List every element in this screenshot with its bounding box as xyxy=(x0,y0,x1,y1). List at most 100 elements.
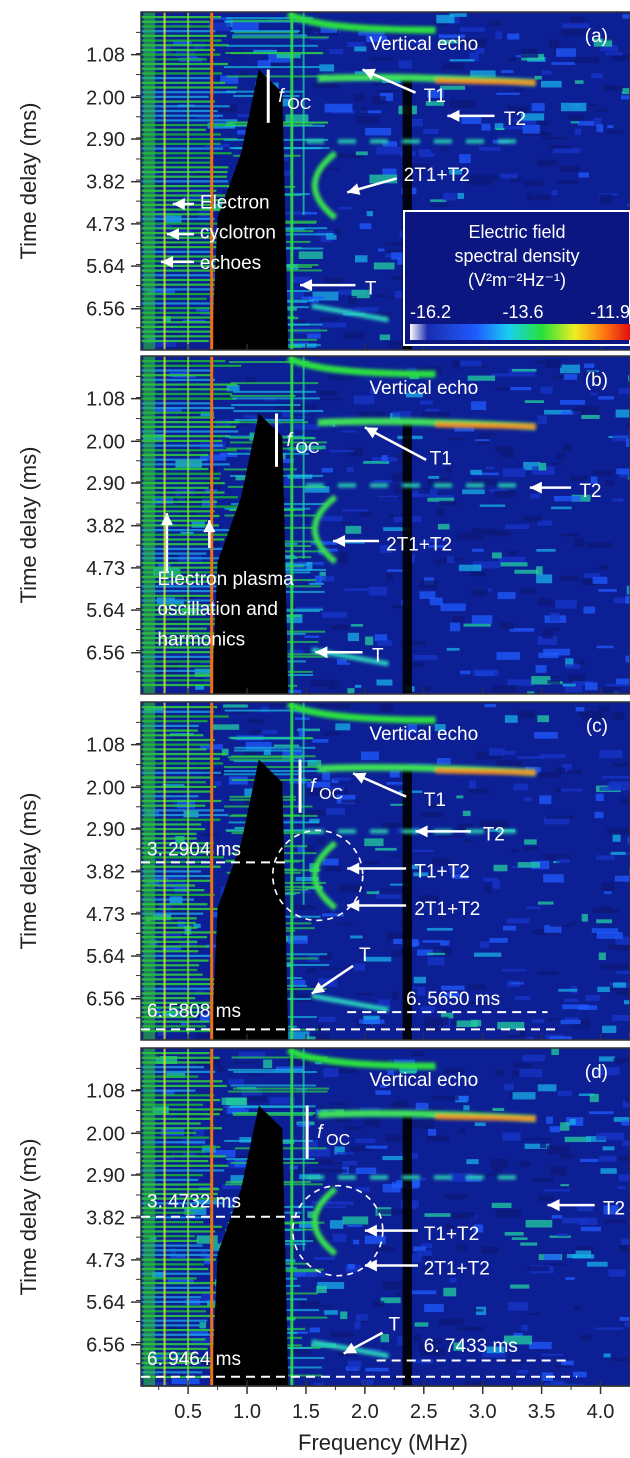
annotation-t2: T2 xyxy=(483,825,505,846)
y-axis-label: Time delay (ms) xyxy=(16,103,41,260)
y-tick-label: 2.00 xyxy=(86,777,125,799)
plot-area xyxy=(141,356,630,694)
y-tick-label: 3.82 xyxy=(86,172,125,194)
panel-label: (b) xyxy=(585,370,608,391)
arrow-t1t2 xyxy=(364,1224,418,1237)
x-tick-label: 0.5 xyxy=(174,1401,202,1423)
colorbar-title-1: Electric field xyxy=(468,222,565,242)
y-tick-label: 6.56 xyxy=(86,299,125,321)
foc-marker: f OC xyxy=(305,1105,350,1159)
arrow-2t1t2 xyxy=(364,1259,418,1272)
svg-text:f: f xyxy=(317,1122,324,1143)
annotation-2t1t2: 2T1+T2 xyxy=(404,165,470,186)
annotation-vertical-echo: Vertical echo xyxy=(369,34,478,55)
y-tick-label: 6.56 xyxy=(86,1335,125,1357)
foc-marker: f OC xyxy=(266,69,311,123)
arrow-ep1 xyxy=(160,513,173,572)
svg-text:OC: OC xyxy=(319,786,343,803)
arrow-t1t2 xyxy=(347,862,407,875)
y-tick-label: 2.90 xyxy=(86,129,125,151)
y-tick-label: 4.73 xyxy=(86,214,125,236)
arrow-t xyxy=(311,964,354,995)
y-tick-label: 4.73 xyxy=(86,1250,125,1272)
annotation-echoes: echoes xyxy=(200,253,261,274)
colorbar-label-min: -16.2 xyxy=(410,302,451,322)
x-tick-label: 1.0 xyxy=(233,1401,261,1423)
svg-text:OC: OC xyxy=(296,440,320,457)
colorbar-label-mid: -13.6 xyxy=(502,302,543,322)
echo-traces xyxy=(286,356,536,667)
y-tick-label: 2.00 xyxy=(86,87,125,109)
y-tick-label: 5.64 xyxy=(86,256,125,278)
colorbar-label-max: -11.9 xyxy=(590,302,630,322)
y-axis-label: Time delay (ms) xyxy=(16,793,41,950)
x-tick-label: 3.0 xyxy=(469,1401,497,1423)
annotation-t1: T1 xyxy=(430,448,452,469)
svg-text:f: f xyxy=(287,430,294,451)
y-tick-label: 1.08 xyxy=(86,735,125,757)
arrow-2t1t2 xyxy=(333,534,380,547)
y-axis: 1.08 2.00 2.90 3.82 4.73 5.64 6.56 Time delay (… xyxy=(16,375,141,673)
dashed-circle xyxy=(271,829,364,922)
annotation-t2: T2 xyxy=(579,481,601,502)
y-tick-label: 2.90 xyxy=(86,819,125,841)
arrow-ec3 xyxy=(161,255,195,268)
annotation-t1: T1 xyxy=(424,790,446,811)
y-tick-label: 2.00 xyxy=(86,1123,125,1145)
arrow-t xyxy=(343,1331,384,1355)
y-tick-label: 6.56 xyxy=(86,989,125,1011)
colorbar-title-2: spectral density xyxy=(454,246,579,266)
annotation-electron: Electron xyxy=(200,193,270,214)
y-axis: 1.08 2.00 2.90 3.82 4.73 5.64 6.56 Time delay (… xyxy=(16,31,141,329)
y-tick-label: 2.00 xyxy=(86,431,125,453)
y-axis-label: Time delay (ms) xyxy=(16,1139,41,1296)
annotations: (c) Vertical echo f OC T1 T2 T1+T2 2T1+T2 T 3. 29… xyxy=(141,716,608,1031)
arrow-t1 xyxy=(362,68,417,94)
annotation-cyclotron: cyclotron xyxy=(200,223,276,244)
plot-area xyxy=(141,702,630,1040)
plot-area xyxy=(141,12,630,350)
arrow-t1 xyxy=(352,772,407,798)
x-tick-label: 4.0 xyxy=(587,1401,615,1423)
vertical-lines xyxy=(143,702,305,1040)
panel-1: 1.08 2.00 2.90 3.82 4.73 5.64 6.56 Time delay (… xyxy=(16,11,630,351)
y-tick-label: 2.90 xyxy=(86,473,125,495)
plot-area xyxy=(141,1048,630,1386)
arrow-ep2 xyxy=(203,520,216,548)
panel-2: 1.08 2.00 2.90 3.82 4.73 5.64 6.56 Time delay (… xyxy=(16,355,630,695)
annotation-vertical-echo: Vertical echo xyxy=(369,1070,478,1091)
y-tick-label: 3.82 xyxy=(86,516,125,538)
y-tick-label: 2.90 xyxy=(86,1165,125,1187)
marker-label-3: 6. 7433 ms xyxy=(424,1336,518,1357)
arrow-t1 xyxy=(364,426,427,461)
x-tick-label: 2.0 xyxy=(351,1401,379,1423)
x-tick-label: 3.5 xyxy=(528,1401,556,1423)
y-tick-label: 1.08 xyxy=(86,1081,125,1103)
annotation-t: T xyxy=(359,945,371,966)
svg-text:OC: OC xyxy=(326,1132,350,1149)
echo-traces xyxy=(286,702,536,1013)
annotation-t: T xyxy=(365,278,377,299)
annotation-2t1t2: 2T1+T2 xyxy=(424,1259,490,1280)
y-tick-label: 5.64 xyxy=(86,1292,125,1314)
annotations: (d) Vertical echo f OC T2 T1+T2 2T1+T2 T 3. 4732… xyxy=(141,1062,625,1378)
arrow-ec1 xyxy=(172,197,195,210)
annotation-plasma-1: Electron plasma xyxy=(157,569,294,590)
vertical-lines xyxy=(143,12,305,350)
colorbar-units: (V²m⁻²Hz⁻¹) xyxy=(468,270,566,290)
arrow-2t1t2 xyxy=(346,177,398,195)
arrow-ec2 xyxy=(166,228,195,241)
arrow-2t1t2 xyxy=(347,899,407,912)
panel-label: (d) xyxy=(585,1062,608,1083)
annotation-2t1t2: 2T1+T2 xyxy=(414,899,480,920)
arrow-t xyxy=(300,279,356,292)
annotation-vertical-echo: Vertical echo xyxy=(369,724,478,745)
annotation-t1t2: T1+T2 xyxy=(424,1224,479,1245)
dark-region xyxy=(211,1105,413,1386)
y-tick-label: 5.64 xyxy=(86,946,125,968)
arrow-t xyxy=(315,646,363,659)
y-axis: 1.08 2.00 2.90 3.82 4.73 5.64 6.56 Time delay (… xyxy=(16,721,141,1019)
echo-traces xyxy=(286,12,536,323)
y-tick-label: 5.64 xyxy=(86,600,125,622)
